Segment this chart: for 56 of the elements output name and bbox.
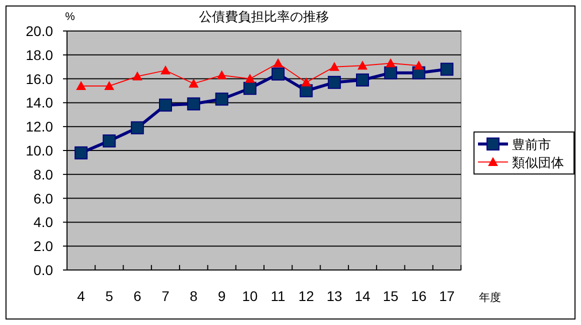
point <box>273 58 284 68</box>
point <box>243 82 256 95</box>
x-axis-title: 年度 <box>479 291 501 304</box>
y-tick-label: 18.0 <box>26 46 54 63</box>
x-tick-label: 16 <box>410 288 427 304</box>
x-tick-label: 7 <box>162 288 170 304</box>
x-tick-label: 9 <box>218 288 226 304</box>
point <box>272 68 285 81</box>
x-tick-label: 5 <box>105 288 114 304</box>
point <box>160 65 170 74</box>
y-tick-label: 16.0 <box>26 70 54 87</box>
x-tick-label: 8 <box>190 288 198 304</box>
y-tick-label: 8.0 <box>34 166 54 182</box>
y-tick-label: 2.0 <box>34 238 54 254</box>
point <box>187 97 200 110</box>
y-tick-label: 14.0 <box>26 94 54 111</box>
y-tick-label: 4.0 <box>34 214 54 230</box>
point <box>356 73 369 86</box>
x-tick-label: 11 <box>270 288 286 304</box>
point <box>102 134 116 148</box>
point <box>301 77 312 86</box>
point <box>358 60 368 70</box>
point <box>132 71 142 80</box>
x-tick-label: 4 <box>77 288 86 304</box>
point <box>329 62 340 71</box>
legend-label: 類似団体 <box>512 155 564 170</box>
point <box>104 80 114 90</box>
point <box>216 70 227 80</box>
y-axis-title: % <box>65 11 76 23</box>
point <box>215 92 228 106</box>
x-tick-label: 13 <box>326 288 342 304</box>
point <box>130 121 144 134</box>
y-tick-label: 6.0 <box>34 190 54 206</box>
point <box>384 66 398 80</box>
y-tick-label: 12.0 <box>26 118 54 135</box>
x-tick-label: 14 <box>354 288 370 304</box>
x-tick-label: 6 <box>133 288 142 304</box>
point <box>159 98 172 112</box>
chart-title: 公債費負担比率の推移 <box>199 9 329 24</box>
x-tick-label: 10 <box>242 288 258 304</box>
point <box>328 76 341 89</box>
x-tick-label: 17 <box>439 288 455 304</box>
legend-label: 豊前市 <box>512 137 551 152</box>
point <box>414 60 424 70</box>
x-tick-label: 15 <box>382 288 399 304</box>
point <box>300 84 313 98</box>
point <box>386 58 396 68</box>
y-tick-label: 20.0 <box>26 23 54 39</box>
x-tick-label: 12 <box>298 288 314 304</box>
point <box>74 146 88 160</box>
y-tick-label: 0.0 <box>34 262 54 278</box>
point <box>440 62 454 76</box>
point <box>244 74 255 83</box>
point <box>188 78 199 88</box>
y-tick-label: 10.0 <box>26 142 54 158</box>
point <box>76 80 86 90</box>
